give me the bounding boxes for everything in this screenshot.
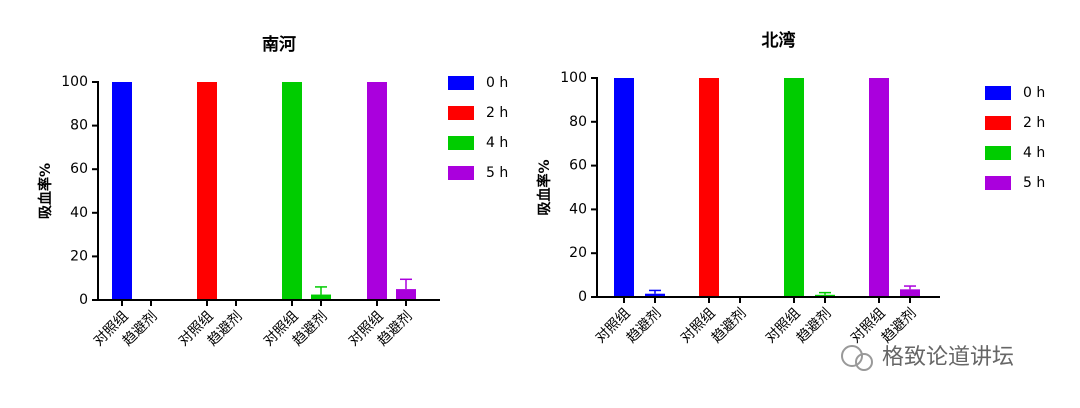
legend-label: 2 h — [1023, 115, 1045, 131]
y-axis-label: 吸血率% — [536, 159, 553, 215]
legend-label: 4 h — [1023, 145, 1045, 161]
y-tick-label: 0 — [79, 292, 88, 308]
y-tick-label: 80 — [70, 118, 88, 134]
legend-label: 0 h — [486, 75, 508, 91]
bar — [367, 82, 387, 300]
y-tick-label: 100 — [560, 70, 587, 86]
bar — [614, 78, 634, 297]
bar — [699, 78, 719, 297]
legend-swatch — [985, 176, 1011, 190]
legend-swatch — [448, 76, 474, 90]
watermark: 格致论道讲坛 — [841, 345, 1014, 371]
legend-swatch — [448, 106, 474, 120]
x-tick-label: 趋避剂 — [624, 305, 665, 346]
legend-label: 2 h — [486, 105, 508, 121]
bar — [900, 289, 920, 297]
y-tick-label: 60 — [70, 161, 88, 177]
legend-label: 5 h — [1023, 175, 1045, 191]
chart-title: 南河 — [262, 34, 296, 55]
legend-swatch — [985, 116, 1011, 130]
bar — [282, 82, 302, 300]
y-tick-label: 40 — [569, 201, 587, 217]
x-tick-label: 趋避剂 — [879, 305, 920, 346]
legend-swatch — [448, 136, 474, 150]
x-tick-label: 趋避剂 — [709, 305, 750, 346]
bar — [112, 82, 132, 300]
y-tick-label: 40 — [70, 205, 88, 221]
bar — [645, 293, 665, 297]
bar — [396, 289, 416, 300]
bar — [869, 78, 889, 297]
legend-label: 0 h — [1023, 85, 1045, 101]
bar — [197, 82, 217, 300]
legend-swatch — [985, 146, 1011, 160]
y-tick-label: 20 — [569, 245, 587, 261]
watermark-text: 格致论道讲坛 — [882, 345, 1014, 370]
watermark-icon — [855, 353, 873, 371]
bar — [311, 294, 331, 300]
y-axis-label: 吸血率% — [37, 163, 54, 219]
y-tick-label: 80 — [569, 114, 587, 130]
legend-swatch — [985, 86, 1011, 100]
y-tick-label: 100 — [61, 74, 88, 90]
y-tick-label: 60 — [569, 158, 587, 174]
y-tick-label: 0 — [578, 289, 587, 305]
y-tick-label: 20 — [70, 248, 88, 264]
legend-label: 4 h — [486, 135, 508, 151]
watermark-icon — [841, 345, 863, 367]
bar — [815, 294, 835, 297]
chart-title: 北湾 — [762, 30, 796, 51]
x-tick-label: 趋避剂 — [794, 305, 835, 346]
legend-swatch — [448, 166, 474, 180]
legend-label: 5 h — [486, 165, 508, 181]
bar — [784, 78, 804, 297]
